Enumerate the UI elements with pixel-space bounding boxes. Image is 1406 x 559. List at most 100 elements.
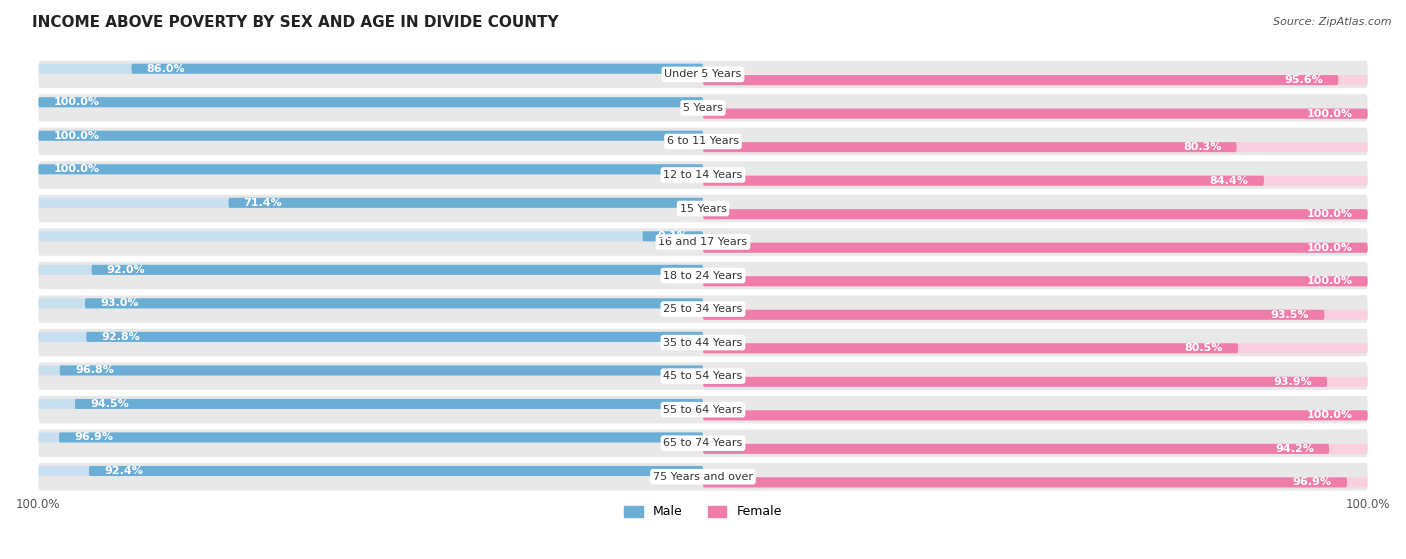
Text: 92.0%: 92.0% [107,265,145,275]
FancyBboxPatch shape [38,463,1368,490]
Text: 80.5%: 80.5% [1184,343,1223,353]
FancyBboxPatch shape [38,164,703,174]
Text: 45 to 54 Years: 45 to 54 Years [664,371,742,381]
FancyBboxPatch shape [38,97,703,107]
FancyBboxPatch shape [38,295,1368,323]
FancyBboxPatch shape [703,243,1368,253]
Text: 80.3%: 80.3% [1182,142,1222,152]
Text: 16 and 17 Years: 16 and 17 Years [658,237,748,247]
Text: 92.8%: 92.8% [101,332,141,342]
FancyBboxPatch shape [703,410,1368,420]
FancyBboxPatch shape [38,97,703,107]
Text: 25 to 34 Years: 25 to 34 Years [664,304,742,314]
FancyBboxPatch shape [703,377,1368,387]
Legend: Male, Female: Male, Female [619,500,787,523]
FancyBboxPatch shape [38,64,703,74]
FancyBboxPatch shape [89,466,703,476]
FancyBboxPatch shape [38,262,1368,290]
Text: 93.0%: 93.0% [100,299,139,309]
Text: 55 to 64 Years: 55 to 64 Years [664,405,742,415]
FancyBboxPatch shape [38,161,1368,189]
FancyBboxPatch shape [38,433,703,443]
FancyBboxPatch shape [643,231,703,241]
FancyBboxPatch shape [38,231,703,241]
Text: 100.0%: 100.0% [1306,243,1353,253]
FancyBboxPatch shape [38,61,1368,88]
Text: 100.0%: 100.0% [1306,108,1353,119]
FancyBboxPatch shape [703,108,1368,119]
Text: Under 5 Years: Under 5 Years [665,69,741,79]
Text: 65 to 74 Years: 65 to 74 Years [664,438,742,448]
FancyBboxPatch shape [703,377,1327,387]
FancyBboxPatch shape [84,299,703,309]
Text: 100.0%: 100.0% [1306,209,1353,219]
FancyBboxPatch shape [703,276,1368,286]
FancyBboxPatch shape [38,429,1368,457]
Text: INCOME ABOVE POVERTY BY SEX AND AGE IN DIVIDE COUNTY: INCOME ABOVE POVERTY BY SEX AND AGE IN D… [32,15,560,30]
Text: 96.8%: 96.8% [75,366,114,376]
FancyBboxPatch shape [703,343,1368,353]
FancyBboxPatch shape [38,131,703,141]
FancyBboxPatch shape [703,276,1368,286]
Text: 95.6%: 95.6% [1284,75,1323,85]
Text: 18 to 24 Years: 18 to 24 Years [664,271,742,281]
FancyBboxPatch shape [91,265,703,275]
FancyBboxPatch shape [703,343,1239,353]
Text: Source: ZipAtlas.com: Source: ZipAtlas.com [1274,17,1392,27]
Text: 96.9%: 96.9% [75,433,114,443]
FancyBboxPatch shape [703,108,1368,119]
FancyBboxPatch shape [703,75,1368,85]
FancyBboxPatch shape [38,164,703,174]
FancyBboxPatch shape [703,310,1368,320]
FancyBboxPatch shape [703,209,1368,219]
FancyBboxPatch shape [38,131,703,141]
Text: 100.0%: 100.0% [53,97,100,107]
Text: 71.4%: 71.4% [243,198,283,208]
Text: 100.0%: 100.0% [53,164,100,174]
FancyBboxPatch shape [703,176,1264,186]
Text: 93.9%: 93.9% [1272,377,1312,387]
FancyBboxPatch shape [703,444,1329,454]
FancyBboxPatch shape [59,366,703,376]
FancyBboxPatch shape [38,332,703,342]
FancyBboxPatch shape [75,399,703,409]
FancyBboxPatch shape [703,310,1324,320]
FancyBboxPatch shape [703,477,1368,487]
FancyBboxPatch shape [703,142,1368,152]
FancyBboxPatch shape [38,329,1368,356]
Text: 84.4%: 84.4% [1209,176,1249,186]
Text: 100.0%: 100.0% [1306,410,1353,420]
FancyBboxPatch shape [703,477,1347,487]
FancyBboxPatch shape [38,399,703,409]
Text: 93.5%: 93.5% [1271,310,1309,320]
Text: 100.0%: 100.0% [1306,276,1353,286]
FancyBboxPatch shape [38,396,1368,423]
Text: 12 to 14 Years: 12 to 14 Years [664,170,742,180]
FancyBboxPatch shape [703,209,1368,219]
FancyBboxPatch shape [703,444,1368,454]
FancyBboxPatch shape [703,243,1368,253]
FancyBboxPatch shape [703,410,1368,420]
FancyBboxPatch shape [38,198,703,208]
Text: 35 to 44 Years: 35 to 44 Years [664,338,742,348]
FancyBboxPatch shape [86,332,703,342]
Text: 9.1%: 9.1% [658,231,689,241]
Text: 75 Years and over: 75 Years and over [652,472,754,482]
Text: 5 Years: 5 Years [683,103,723,113]
FancyBboxPatch shape [38,466,703,476]
Text: 94.5%: 94.5% [90,399,129,409]
FancyBboxPatch shape [38,362,1368,390]
FancyBboxPatch shape [38,265,703,275]
Text: 96.9%: 96.9% [1292,477,1331,487]
Text: 100.0%: 100.0% [53,131,100,141]
FancyBboxPatch shape [38,228,1368,256]
Text: 86.0%: 86.0% [146,64,186,74]
FancyBboxPatch shape [59,433,703,443]
FancyBboxPatch shape [703,142,1237,152]
FancyBboxPatch shape [228,198,703,208]
FancyBboxPatch shape [38,366,703,376]
Text: 94.2%: 94.2% [1275,444,1313,454]
FancyBboxPatch shape [38,94,1368,122]
FancyBboxPatch shape [38,299,703,309]
FancyBboxPatch shape [131,64,703,74]
